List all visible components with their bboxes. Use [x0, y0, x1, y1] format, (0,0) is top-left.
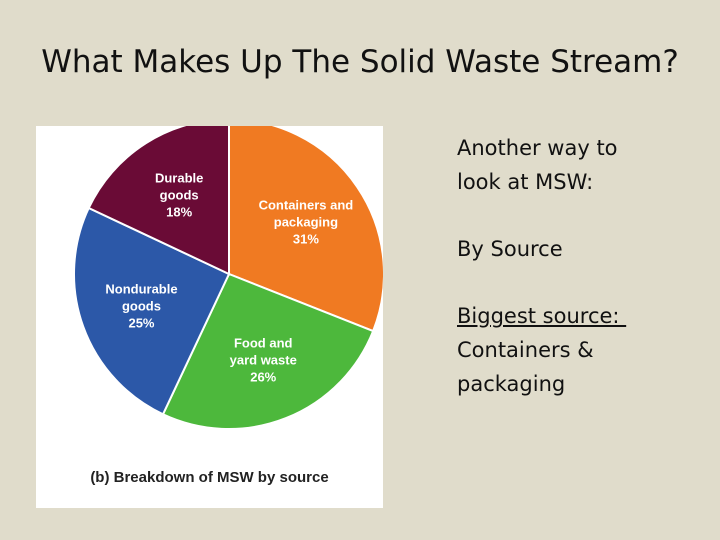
- underlined-text: Biggest source:: [457, 304, 627, 328]
- pie-slice: [161, 272, 375, 430]
- chart-caption: (b) Breakdown of MSW by source: [90, 469, 329, 486]
- text-line: Another way to look at MSW:: [457, 136, 618, 194]
- slice-value: 25%: [128, 315, 155, 330]
- slice-label: Food and yard waste 26%: [222, 335, 304, 386]
- slice-name: Durable goods: [154, 170, 204, 203]
- chart: (b) Breakdown of MSW by source Container…: [36, 126, 383, 508]
- slice-label: Durable goods 18%: [143, 170, 215, 221]
- text-line: By Source: [457, 237, 563, 261]
- slice-label: Containers and packaging 31%: [253, 196, 358, 247]
- side-text: Another way to look at MSW: By Source Bi…: [457, 131, 647, 401]
- text-line: Biggest source:: [457, 299, 647, 333]
- slice-value: 26%: [250, 369, 277, 385]
- slice-name: Food and yard waste: [229, 335, 297, 368]
- text-line: Containers & packaging: [457, 338, 594, 396]
- pie-chart: [73, 126, 383, 430]
- pie-slice: [228, 126, 383, 333]
- slice-name: Nondurable goods: [105, 281, 178, 313]
- slice-label: Nondurable goods 25%: [92, 280, 190, 331]
- slide-title: What Makes Up The Solid Waste Stream?: [41, 44, 679, 80]
- slice-value: 31%: [292, 231, 319, 247]
- pie-slice: [73, 206, 231, 416]
- slice-value: 18%: [166, 204, 193, 220]
- pie-slice: [87, 126, 230, 276]
- slice-name: Containers and packaging: [258, 197, 354, 230]
